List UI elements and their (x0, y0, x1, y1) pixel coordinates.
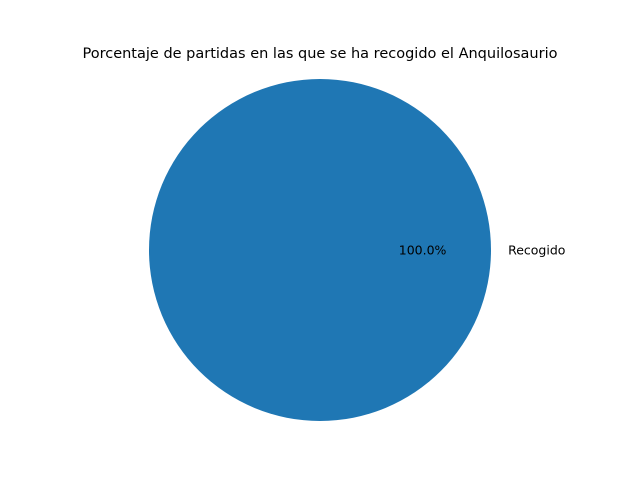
slice-label: Recogido (508, 243, 565, 258)
pie-chart: Recogido 100.0% (149, 79, 565, 421)
pie-slice-recogido (149, 79, 491, 421)
slice-percent-label: 100.0% (399, 243, 447, 258)
chart-title: Porcentaje de partidas en las que se ha … (82, 46, 557, 62)
